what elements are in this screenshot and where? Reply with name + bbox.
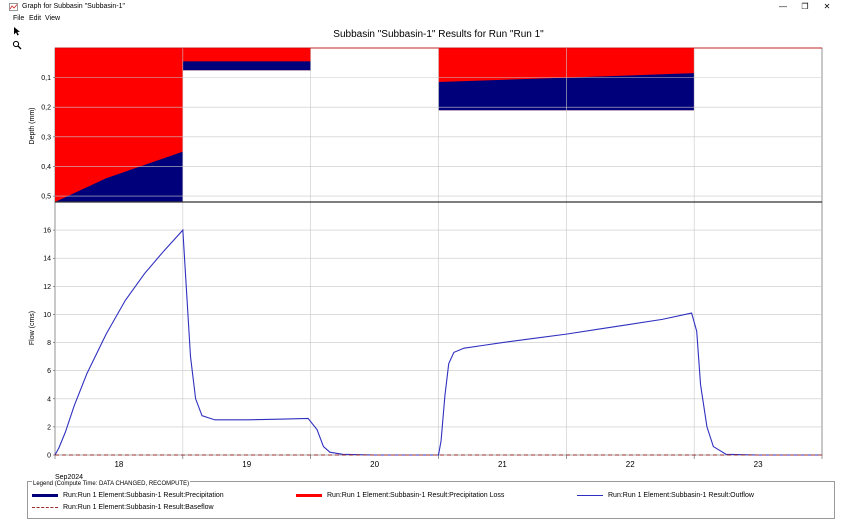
legend-swatch-outflow <box>577 495 603 496</box>
arrow-pointer-icon[interactable] <box>12 26 22 36</box>
precipitation-bar <box>55 151 183 202</box>
depth-panel: 0,1 0,2 0,3 0,4 0,5 <box>41 47 823 203</box>
flow-tick-label: 0 <box>47 453 51 460</box>
menu-bar: File Edit View <box>0 14 847 24</box>
maximize-button[interactable]: ❐ <box>801 2 809 11</box>
legend-label-precipitation: Run:Run 1 Element:Subbasin-1 Result:Prec… <box>63 492 224 499</box>
window-titlebar: Graph for Subbasin "Subbasin-1" — ❐ ✕ <box>0 0 847 14</box>
depth-axis-label: Depth (mm) <box>29 108 36 145</box>
flow-tick-label: 14 <box>43 256 51 263</box>
flow-tick-label: 16 <box>43 228 51 235</box>
menu-file[interactable]: File <box>13 15 25 22</box>
x-axis-month-label: Sep2024 <box>55 474 83 481</box>
menu-view[interactable]: View <box>45 15 61 22</box>
precipitation-bar <box>182 61 311 71</box>
flow-panel: 0 2 4 6 8 10 12 14 16 <box>43 201 823 460</box>
legend-swatch-precipitation <box>32 494 58 497</box>
flow-tick-label: 10 <box>43 312 51 319</box>
legend-swatch-baseflow <box>32 507 58 508</box>
window-title: Graph for Subbasin "Subbasin-1" <box>22 3 126 10</box>
x-tick-label: 23 <box>754 460 763 469</box>
zoom-magnifier-icon[interactable] <box>12 40 22 50</box>
menu-edit[interactable]: Edit <box>29 15 42 22</box>
x-tick-label: 18 <box>114 460 123 469</box>
flow-tick-label: 8 <box>47 340 51 347</box>
flow-tick-label: 12 <box>43 284 51 291</box>
x-tick-label: 22 <box>626 460 635 469</box>
depth-tick-label: 0,4 <box>41 164 51 171</box>
depth-tick-label: 0,5 <box>41 194 51 201</box>
x-tick-label: 20 <box>370 460 379 469</box>
flow-axis-label: Flow (cms) <box>29 311 36 345</box>
chart-legend: Legend (Compute Time: DATA CHANGED, RECO… <box>27 481 835 519</box>
depth-tick-label: 0,2 <box>41 105 51 112</box>
x-tick-label: 21 <box>498 460 507 469</box>
chart-title: Subbasin "Subbasin-1" Results for Run "R… <box>333 29 544 40</box>
graph-app-icon <box>9 3 18 11</box>
flow-tick-label: 6 <box>47 368 51 375</box>
depth-tick-label: 0,1 <box>41 75 51 82</box>
close-button[interactable]: ✕ <box>823 2 831 11</box>
legend-swatch-precipitation-loss <box>296 494 322 497</box>
x-tick-label: 19 <box>242 460 251 469</box>
legend-header: Legend (Compute Time: DATA CHANGED, RECO… <box>32 481 191 487</box>
flow-tick-label: 4 <box>47 396 51 403</box>
legend-label-precipitation-loss: Run:Run 1 Element:Subbasin-1 Result:Prec… <box>327 492 505 499</box>
minimize-button[interactable]: — <box>779 2 787 11</box>
legend-label-baseflow: Run:Run 1 Element:Subbasin-1 Result:Base… <box>63 504 214 511</box>
x-axis: 18 19 20 21 22 23 <box>54 455 823 469</box>
legend-label-outflow: Run:Run 1 Element:Subbasin-1 Result:Outf… <box>608 492 754 499</box>
flow-tick-label: 2 <box>47 424 51 431</box>
depth-tick-label: 0,3 <box>41 134 51 141</box>
